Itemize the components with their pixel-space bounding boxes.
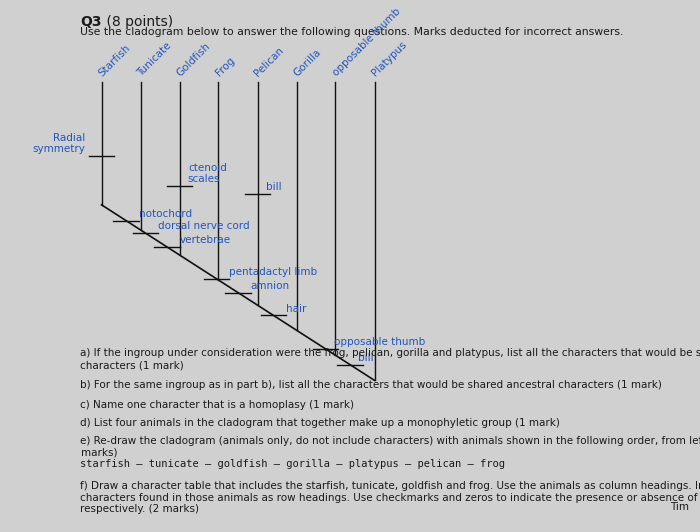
Text: ctenoid
scales: ctenoid scales [188,163,227,185]
Text: d) List four animals in the cladogram that together make up a monophyletic group: d) List four animals in the cladogram th… [80,418,561,428]
Text: Pelican: Pelican [253,45,286,78]
Text: Q3: Q3 [80,15,102,29]
Text: Radial
symmetry: Radial symmetry [32,132,85,154]
Text: Platypus: Platypus [370,39,408,78]
Text: opposable thumb: opposable thumb [334,337,425,347]
Text: Tim: Tim [671,502,690,512]
Text: dorsal nerve cord: dorsal nerve cord [158,221,249,231]
Text: opposable thumb: opposable thumb [330,6,402,78]
Text: a) If the ingroup under consideration were the frog, pelican, gorilla and platyp: a) If the ingroup under consideration we… [80,348,700,370]
Text: Starfish: Starfish [97,43,132,78]
Text: hair: hair [286,304,307,314]
Text: Frog: Frog [214,55,237,78]
Text: vertebrae: vertebrae [180,235,231,245]
Text: b) For the same ingroup as in part b), list all the characters that would be sha: b) For the same ingroup as in part b), l… [80,380,662,390]
Text: f) Draw a character table that includes the starfish, tunicate, goldfish and fro: f) Draw a character table that includes … [80,481,700,514]
Text: Gorilla: Gorilla [291,47,323,78]
Text: notochord: notochord [139,209,192,219]
Text: amnion: amnion [251,281,290,291]
Text: c) Name one character that is a homoplasy (1 mark): c) Name one character that is a homoplas… [80,400,354,410]
Text: Goldfish: Goldfish [174,41,212,78]
Text: Use the cladogram below to answer the following questions. Marks deducted for in: Use the cladogram below to answer the fo… [80,27,624,37]
Text: (8 points): (8 points) [102,15,173,29]
Text: pentadactyl limb: pentadactyl limb [229,267,317,277]
Text: bill: bill [266,182,281,192]
Text: e) Re-draw the cladogram (animals only, do not include characters) with animals : e) Re-draw the cladogram (animals only, … [80,436,700,458]
Text: Tunicate: Tunicate [136,40,174,78]
Text: bill: bill [358,353,374,363]
Text: starfish – tunicate – goldfish – gorilla – platypus – pelican – frog: starfish – tunicate – goldfish – gorilla… [80,459,505,469]
